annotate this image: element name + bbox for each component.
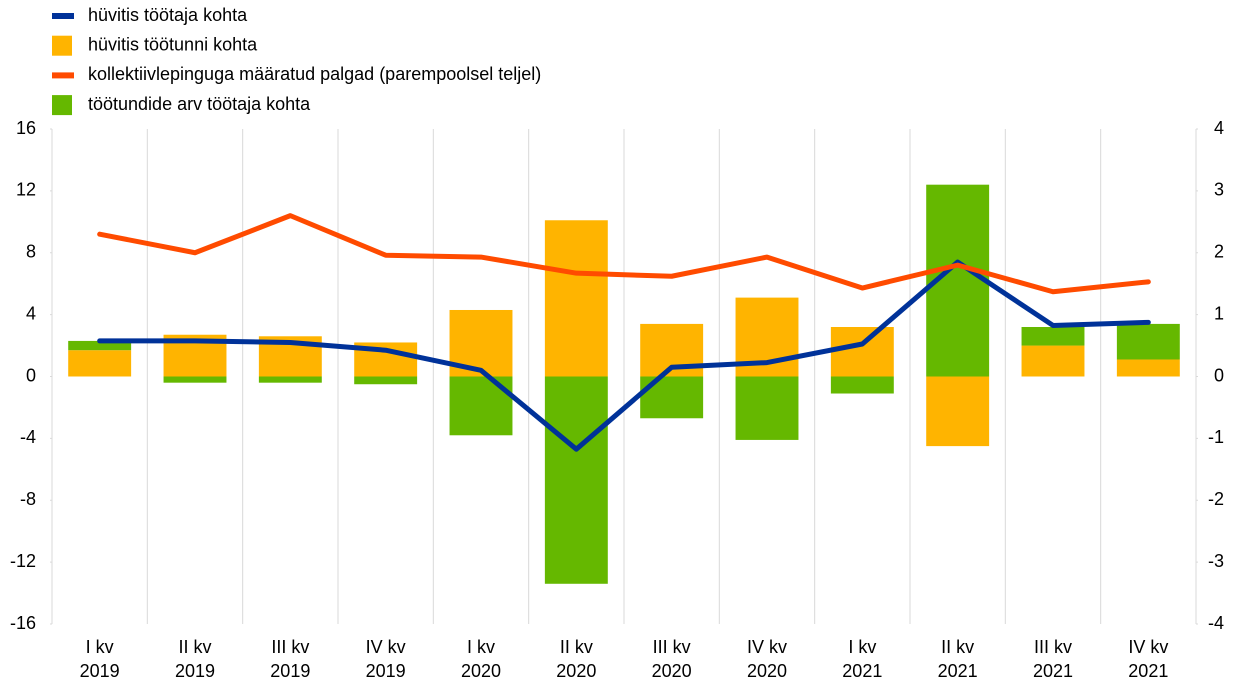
y2-tick-label: -2 xyxy=(1208,489,1224,509)
x-tick-label: 2020 xyxy=(461,661,501,681)
bar xyxy=(258,376,322,383)
x-tick-label: I kv xyxy=(848,637,876,657)
bar xyxy=(1021,327,1085,346)
x-tick-label: II kv xyxy=(560,637,593,657)
x-tick-label: III kv xyxy=(271,637,309,657)
y2-tick-label: 0 xyxy=(1214,365,1224,385)
bar xyxy=(640,376,704,419)
y-tick-label: 12 xyxy=(16,180,36,200)
y2-tick-label: 1 xyxy=(1214,303,1224,323)
legend-label: töötundide arv töötaja kohta xyxy=(88,94,311,114)
x-tick-label: 2019 xyxy=(80,661,120,681)
y-tick-label: -16 xyxy=(10,613,36,633)
legend-marker xyxy=(52,95,72,116)
x-tick-label: IV kv xyxy=(366,637,406,657)
y-tick-label: -8 xyxy=(20,489,36,509)
legend-label: kollektiivlepinguga määratud palgad (par… xyxy=(88,64,541,84)
x-tick-label: 2019 xyxy=(270,661,310,681)
bar xyxy=(1116,359,1180,377)
x-tick-label: 2019 xyxy=(175,661,215,681)
bar xyxy=(544,220,608,377)
legend-marker xyxy=(52,13,74,19)
bar xyxy=(735,376,799,440)
x-tick-label: IV kv xyxy=(747,637,787,657)
bar xyxy=(68,350,132,377)
x-tick-label: 2020 xyxy=(652,661,692,681)
x-tick-label: I kv xyxy=(86,637,114,657)
x-tick-label: II kv xyxy=(941,637,974,657)
x-tick-label: II kv xyxy=(178,637,211,657)
bar xyxy=(163,376,227,383)
x-tick-label: 2021 xyxy=(938,661,978,681)
bar xyxy=(830,327,894,377)
x-tick-label: III kv xyxy=(653,637,691,657)
bar xyxy=(926,376,990,447)
y2-tick-label: 2 xyxy=(1214,242,1224,262)
bar xyxy=(830,376,894,394)
bar xyxy=(1021,345,1085,377)
y-tick-label: -4 xyxy=(20,427,36,447)
y-tick-label: 0 xyxy=(26,365,36,385)
bar xyxy=(68,340,132,351)
y2-tick-label: -1 xyxy=(1208,427,1224,447)
y2-tick-label: 3 xyxy=(1214,180,1224,200)
legend-label: hüvitis töötunni kohta xyxy=(88,34,258,54)
y-tick-label: -12 xyxy=(10,551,36,571)
bar xyxy=(544,376,608,584)
legend-label: hüvitis töötaja kohta xyxy=(88,5,248,25)
x-tick-label: 2020 xyxy=(556,661,596,681)
line xyxy=(97,259,1151,452)
x-tick-label: III kv xyxy=(1034,637,1072,657)
bar xyxy=(354,376,418,385)
x-tick-label: 2021 xyxy=(842,661,882,681)
x-tick-label: 2020 xyxy=(747,661,787,681)
x-tick-label: IV kv xyxy=(1128,637,1168,657)
bar xyxy=(1116,323,1180,360)
y2-tick-label: -3 xyxy=(1208,551,1224,571)
x-tick-label: 2021 xyxy=(1128,661,1168,681)
y-tick-label: 4 xyxy=(26,303,36,323)
y2-tick-label: -4 xyxy=(1208,613,1224,633)
x-tick-label: I kv xyxy=(467,637,495,657)
y-tick-label: 16 xyxy=(16,118,36,138)
x-tick-label: 2019 xyxy=(366,661,406,681)
line xyxy=(97,213,1151,295)
legend-marker xyxy=(52,35,72,56)
x-tick-label: 2021 xyxy=(1033,661,1073,681)
y-tick-label: 8 xyxy=(26,242,36,262)
y2-tick-label: 4 xyxy=(1214,118,1224,138)
legend-marker xyxy=(52,72,74,79)
